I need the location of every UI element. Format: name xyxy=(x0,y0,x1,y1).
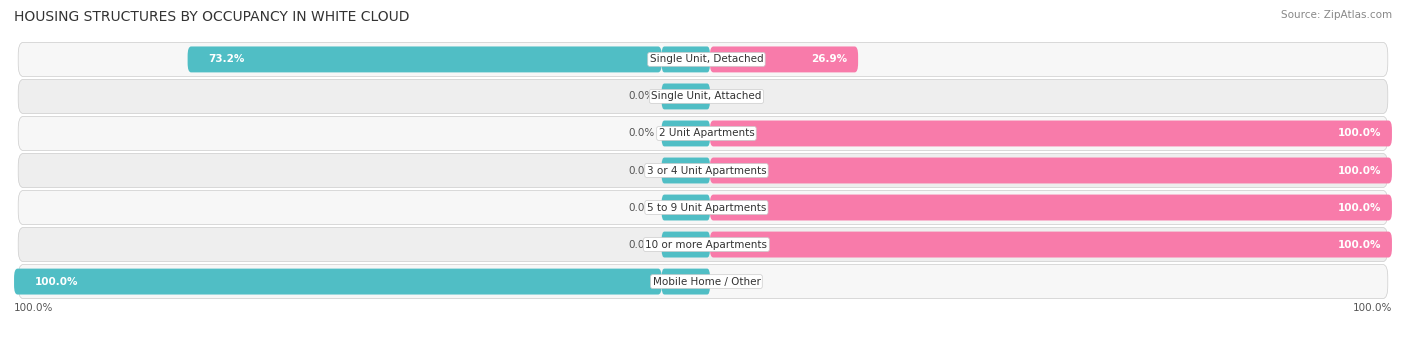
Text: 100.0%: 100.0% xyxy=(1337,165,1381,176)
Text: 5 to 9 Unit Apartments: 5 to 9 Unit Apartments xyxy=(647,203,766,212)
FancyBboxPatch shape xyxy=(18,116,1388,150)
FancyBboxPatch shape xyxy=(18,153,1388,188)
Text: 3 or 4 Unit Apartments: 3 or 4 Unit Apartments xyxy=(647,165,766,176)
Text: Source: ZipAtlas.com: Source: ZipAtlas.com xyxy=(1281,10,1392,20)
FancyBboxPatch shape xyxy=(18,265,1388,299)
FancyBboxPatch shape xyxy=(18,79,1388,114)
Text: 2 Unit Apartments: 2 Unit Apartments xyxy=(658,129,755,138)
FancyBboxPatch shape xyxy=(710,46,858,72)
FancyBboxPatch shape xyxy=(710,232,1392,257)
Text: 100.0%: 100.0% xyxy=(1337,203,1381,212)
Text: Mobile Home / Other: Mobile Home / Other xyxy=(652,277,761,286)
Text: 100.0%: 100.0% xyxy=(1353,303,1392,313)
FancyBboxPatch shape xyxy=(18,42,1388,76)
Text: 0.0%: 0.0% xyxy=(628,165,655,176)
Text: 0.0%: 0.0% xyxy=(628,91,655,102)
FancyBboxPatch shape xyxy=(662,195,710,221)
FancyBboxPatch shape xyxy=(662,158,710,183)
Text: 0.0%: 0.0% xyxy=(628,239,655,250)
FancyBboxPatch shape xyxy=(187,46,662,72)
FancyBboxPatch shape xyxy=(14,269,662,295)
FancyBboxPatch shape xyxy=(662,232,710,257)
Text: 100.0%: 100.0% xyxy=(14,303,53,313)
Text: 73.2%: 73.2% xyxy=(208,55,245,64)
Text: 10 or more Apartments: 10 or more Apartments xyxy=(645,239,768,250)
Text: 0.0%: 0.0% xyxy=(717,277,742,286)
Text: 0.0%: 0.0% xyxy=(717,91,742,102)
Text: Single Unit, Attached: Single Unit, Attached xyxy=(651,91,762,102)
Text: 0.0%: 0.0% xyxy=(628,129,655,138)
FancyBboxPatch shape xyxy=(710,195,1392,221)
Text: Single Unit, Detached: Single Unit, Detached xyxy=(650,55,763,64)
FancyBboxPatch shape xyxy=(662,84,710,109)
FancyBboxPatch shape xyxy=(662,269,710,295)
Text: 26.9%: 26.9% xyxy=(811,55,846,64)
FancyBboxPatch shape xyxy=(662,120,710,146)
FancyBboxPatch shape xyxy=(18,191,1388,225)
FancyBboxPatch shape xyxy=(662,46,710,72)
Text: 100.0%: 100.0% xyxy=(1337,129,1381,138)
Text: 0.0%: 0.0% xyxy=(628,203,655,212)
Text: HOUSING STRUCTURES BY OCCUPANCY IN WHITE CLOUD: HOUSING STRUCTURES BY OCCUPANCY IN WHITE… xyxy=(14,10,409,24)
FancyBboxPatch shape xyxy=(710,158,1392,183)
FancyBboxPatch shape xyxy=(710,120,1392,146)
Text: 100.0%: 100.0% xyxy=(1337,239,1381,250)
FancyBboxPatch shape xyxy=(18,227,1388,262)
Text: 100.0%: 100.0% xyxy=(35,277,79,286)
